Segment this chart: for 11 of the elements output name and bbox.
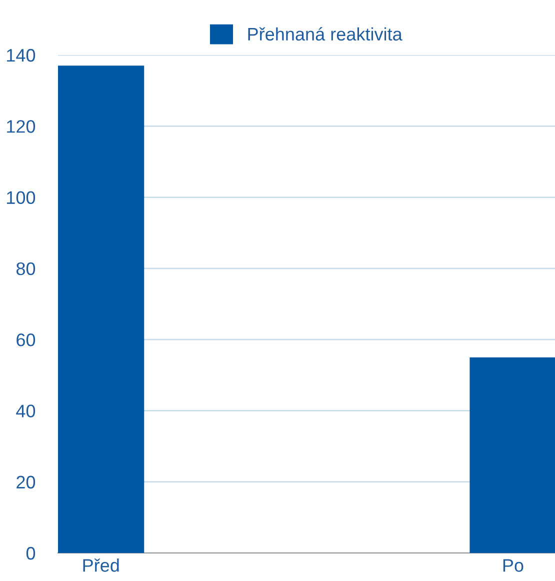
x-tick-label: Před [83,558,119,572]
legend-label: Přehnaná reaktivita [248,27,402,41]
y-tick-label: 60 [16,334,36,346]
y-tick-label: 120 [7,120,36,133]
y-tick-label: 100 [7,191,36,204]
y-tick-label: 20 [16,476,36,489]
x-tick-label: Po [503,559,524,572]
y-tick-label: 0 [26,546,36,560]
y-tick-label: 80 [16,262,36,276]
y-tick-label: 40 [16,404,36,418]
y-tick-label: 140 [7,48,36,62]
